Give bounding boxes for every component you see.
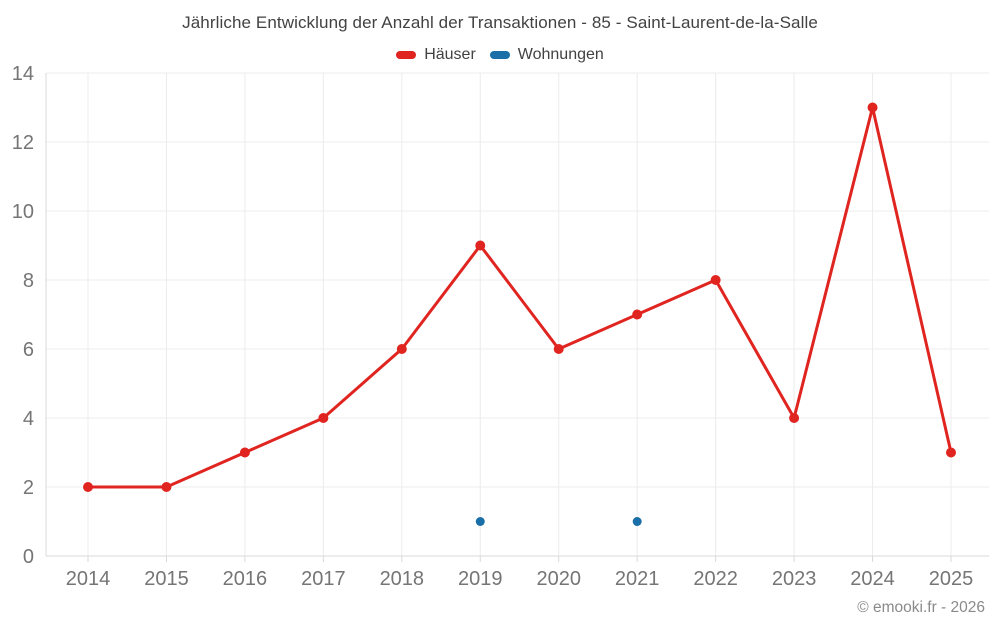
legend-label-wohnungen: Wohnungen bbox=[517, 46, 604, 63]
h-user-data-point[interactable] bbox=[632, 309, 643, 320]
x-axis-tick-label: 2019 bbox=[458, 568, 503, 590]
x-axis-tick-label: 2020 bbox=[536, 568, 581, 590]
x-axis-tick-label: 2022 bbox=[693, 568, 738, 590]
chart-title: Jährliche Entwicklung der Anzahl der Tra… bbox=[182, 13, 818, 32]
y-axis-tick-label: 2 bbox=[23, 477, 34, 499]
h-user-data-point[interactable] bbox=[475, 240, 486, 251]
h-user-data-point[interactable] bbox=[553, 344, 564, 354]
wohnungen-swatch-icon bbox=[489, 51, 510, 59]
copyright-text: © emooki.fr - 2026 bbox=[857, 599, 985, 616]
h-user-data-point[interactable] bbox=[867, 102, 878, 113]
h-user-data-point[interactable] bbox=[318, 413, 329, 423]
legend-item-haeuser[interactable]: Häuser bbox=[396, 46, 476, 64]
x-axis-tick-label: 2024 bbox=[850, 568, 895, 590]
h-user-data-point[interactable] bbox=[239, 447, 250, 458]
haeuser-swatch-icon bbox=[396, 51, 417, 59]
y-axis-tick-label: 14 bbox=[12, 63, 34, 85]
legend-label-haeuser: Häuser bbox=[424, 46, 476, 63]
h-user-line bbox=[86, 106, 953, 489]
h-user-data-point[interactable] bbox=[789, 413, 800, 423]
x-axis-tick-label: 2014 bbox=[66, 568, 111, 590]
y-axis-tick-label: 4 bbox=[23, 408, 34, 430]
legend: Häuser Wohnungen bbox=[0, 46, 1000, 64]
y-axis-tick-label: 10 bbox=[12, 201, 34, 223]
x-axis-tick-label: 2018 bbox=[380, 568, 425, 590]
x-axis-tick-label: 2023 bbox=[772, 568, 817, 590]
y-axis-tick-label: 12 bbox=[12, 132, 34, 154]
h-user-data-point[interactable] bbox=[161, 482, 172, 492]
x-axis-tick-label: 2017 bbox=[301, 568, 346, 590]
x-axis-tick-label: 2016 bbox=[223, 568, 268, 590]
y-axis-tick-label: 8 bbox=[23, 270, 34, 292]
y-axis-tick-label: 6 bbox=[23, 339, 34, 361]
h-user-data-point[interactable] bbox=[83, 482, 93, 492]
y-axis-tick-label: 0 bbox=[23, 546, 34, 568]
wohnungen-data-point[interactable] bbox=[632, 517, 642, 526]
wohnungen-data-point[interactable] bbox=[475, 517, 485, 526]
h-user-data-point[interactable] bbox=[710, 275, 721, 285]
h-user-data-point[interactable] bbox=[396, 344, 407, 354]
h-user-data-point[interactable] bbox=[946, 447, 956, 458]
legend-item-wohnungen[interactable]: Wohnungen bbox=[489, 46, 604, 64]
x-axis-tick-label: 2015 bbox=[144, 568, 189, 590]
x-axis-tick-label: 2021 bbox=[615, 568, 660, 590]
x-axis-tick-label: 2025 bbox=[929, 568, 974, 590]
